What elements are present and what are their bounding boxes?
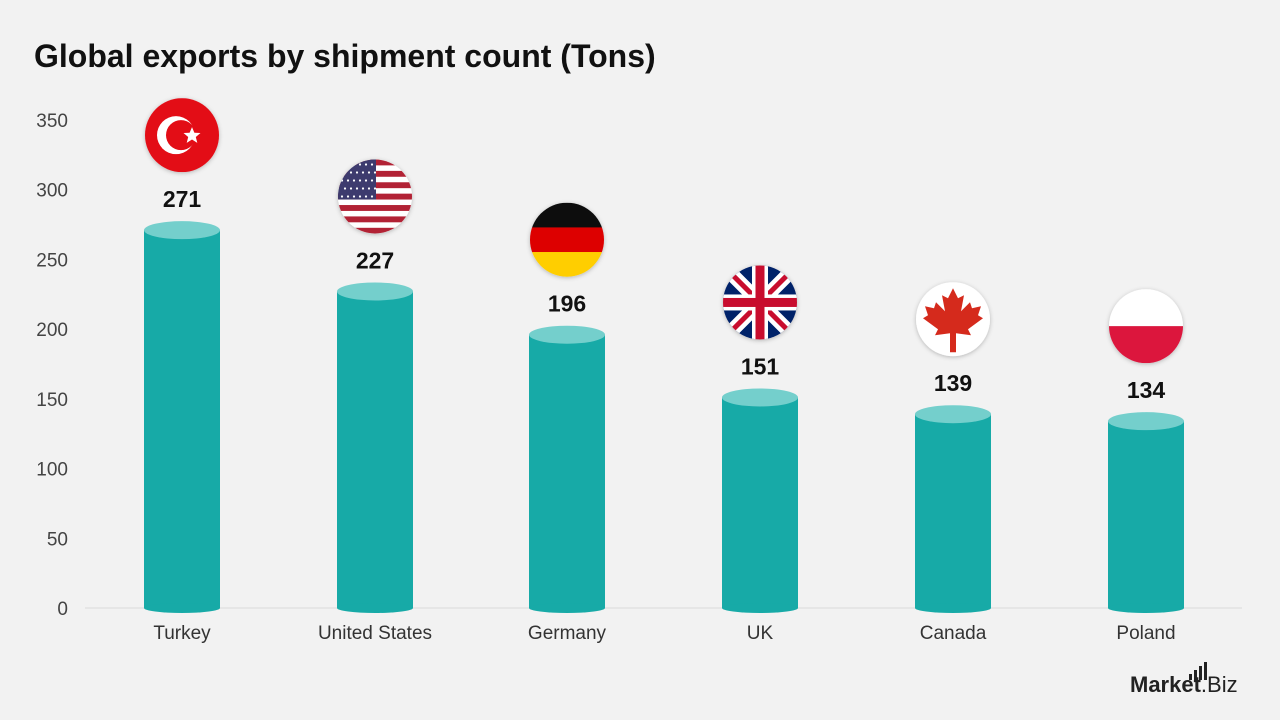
bar (1108, 412, 1184, 613)
bar (722, 388, 798, 613)
data-label: 134 (1127, 377, 1166, 403)
canada-flag-icon (916, 282, 990, 357)
data-label: 271 (163, 186, 202, 212)
bar (337, 282, 413, 613)
y-tick-label: 100 (36, 460, 68, 481)
x-tick-label: UK (747, 623, 774, 644)
bar-body (144, 230, 220, 609)
bar-base (722, 603, 798, 613)
germany-flag-icon (530, 202, 604, 277)
united-states-flag-icon (338, 159, 412, 234)
brand-logo: Market .Biz (1130, 662, 1238, 698)
y-tick-label: 200 (36, 320, 68, 341)
bar-base (144, 603, 220, 613)
bar-base (1108, 603, 1184, 613)
bar-top (529, 325, 605, 344)
bar-base (529, 603, 605, 613)
x-tick-label: Germany (528, 623, 607, 644)
y-tick-label: 300 (36, 181, 68, 202)
bar-body (915, 414, 991, 608)
bar-top (337, 282, 413, 301)
bar-body (529, 334, 605, 608)
x-tick-label: Turkey (153, 623, 211, 644)
bar-top (1108, 412, 1184, 431)
bar-body (337, 291, 413, 608)
data-label: 227 (356, 247, 394, 273)
data-label: 196 (548, 291, 586, 317)
bar-base (337, 603, 413, 613)
x-tick-label: Poland (1116, 623, 1175, 644)
y-tick-label: 50 (47, 529, 68, 550)
value-labels: 271 227 196 151 139 134 (163, 186, 1166, 403)
bar-base (915, 603, 991, 613)
y-tick-label: 150 (36, 390, 68, 411)
brand-bars-icon (1189, 662, 1207, 680)
x-tick-label: Canada (920, 623, 987, 644)
poland-flag-icon (1109, 289, 1183, 364)
data-label: 139 (934, 370, 972, 396)
bar-body (722, 397, 798, 608)
bars (144, 221, 1184, 613)
turkey-flag-icon (145, 98, 219, 173)
maple-leaf-icon (923, 288, 983, 353)
bar-top (722, 388, 798, 407)
y-tick-label: 0 (57, 599, 68, 620)
x-axis-labels: Turkey United States Germany UK Canada Poland (153, 623, 1175, 644)
bar-top (144, 221, 220, 240)
bar (529, 325, 605, 613)
y-tick-label: 350 (36, 111, 68, 132)
x-tick-label: United States (318, 623, 432, 644)
bar-top (915, 405, 991, 424)
bar (915, 405, 991, 613)
y-tick-label: 250 (36, 250, 68, 271)
brand-name-part2: .Biz (1200, 672, 1238, 697)
bar (144, 221, 220, 613)
data-label: 151 (741, 353, 780, 379)
chart-title: Global exports by shipment count (Tons) (34, 38, 656, 74)
uk-flag-icon (723, 265, 797, 340)
bar-body (1108, 421, 1184, 608)
y-axis: 0 50 100 150 200 250 300 350 (36, 111, 68, 620)
